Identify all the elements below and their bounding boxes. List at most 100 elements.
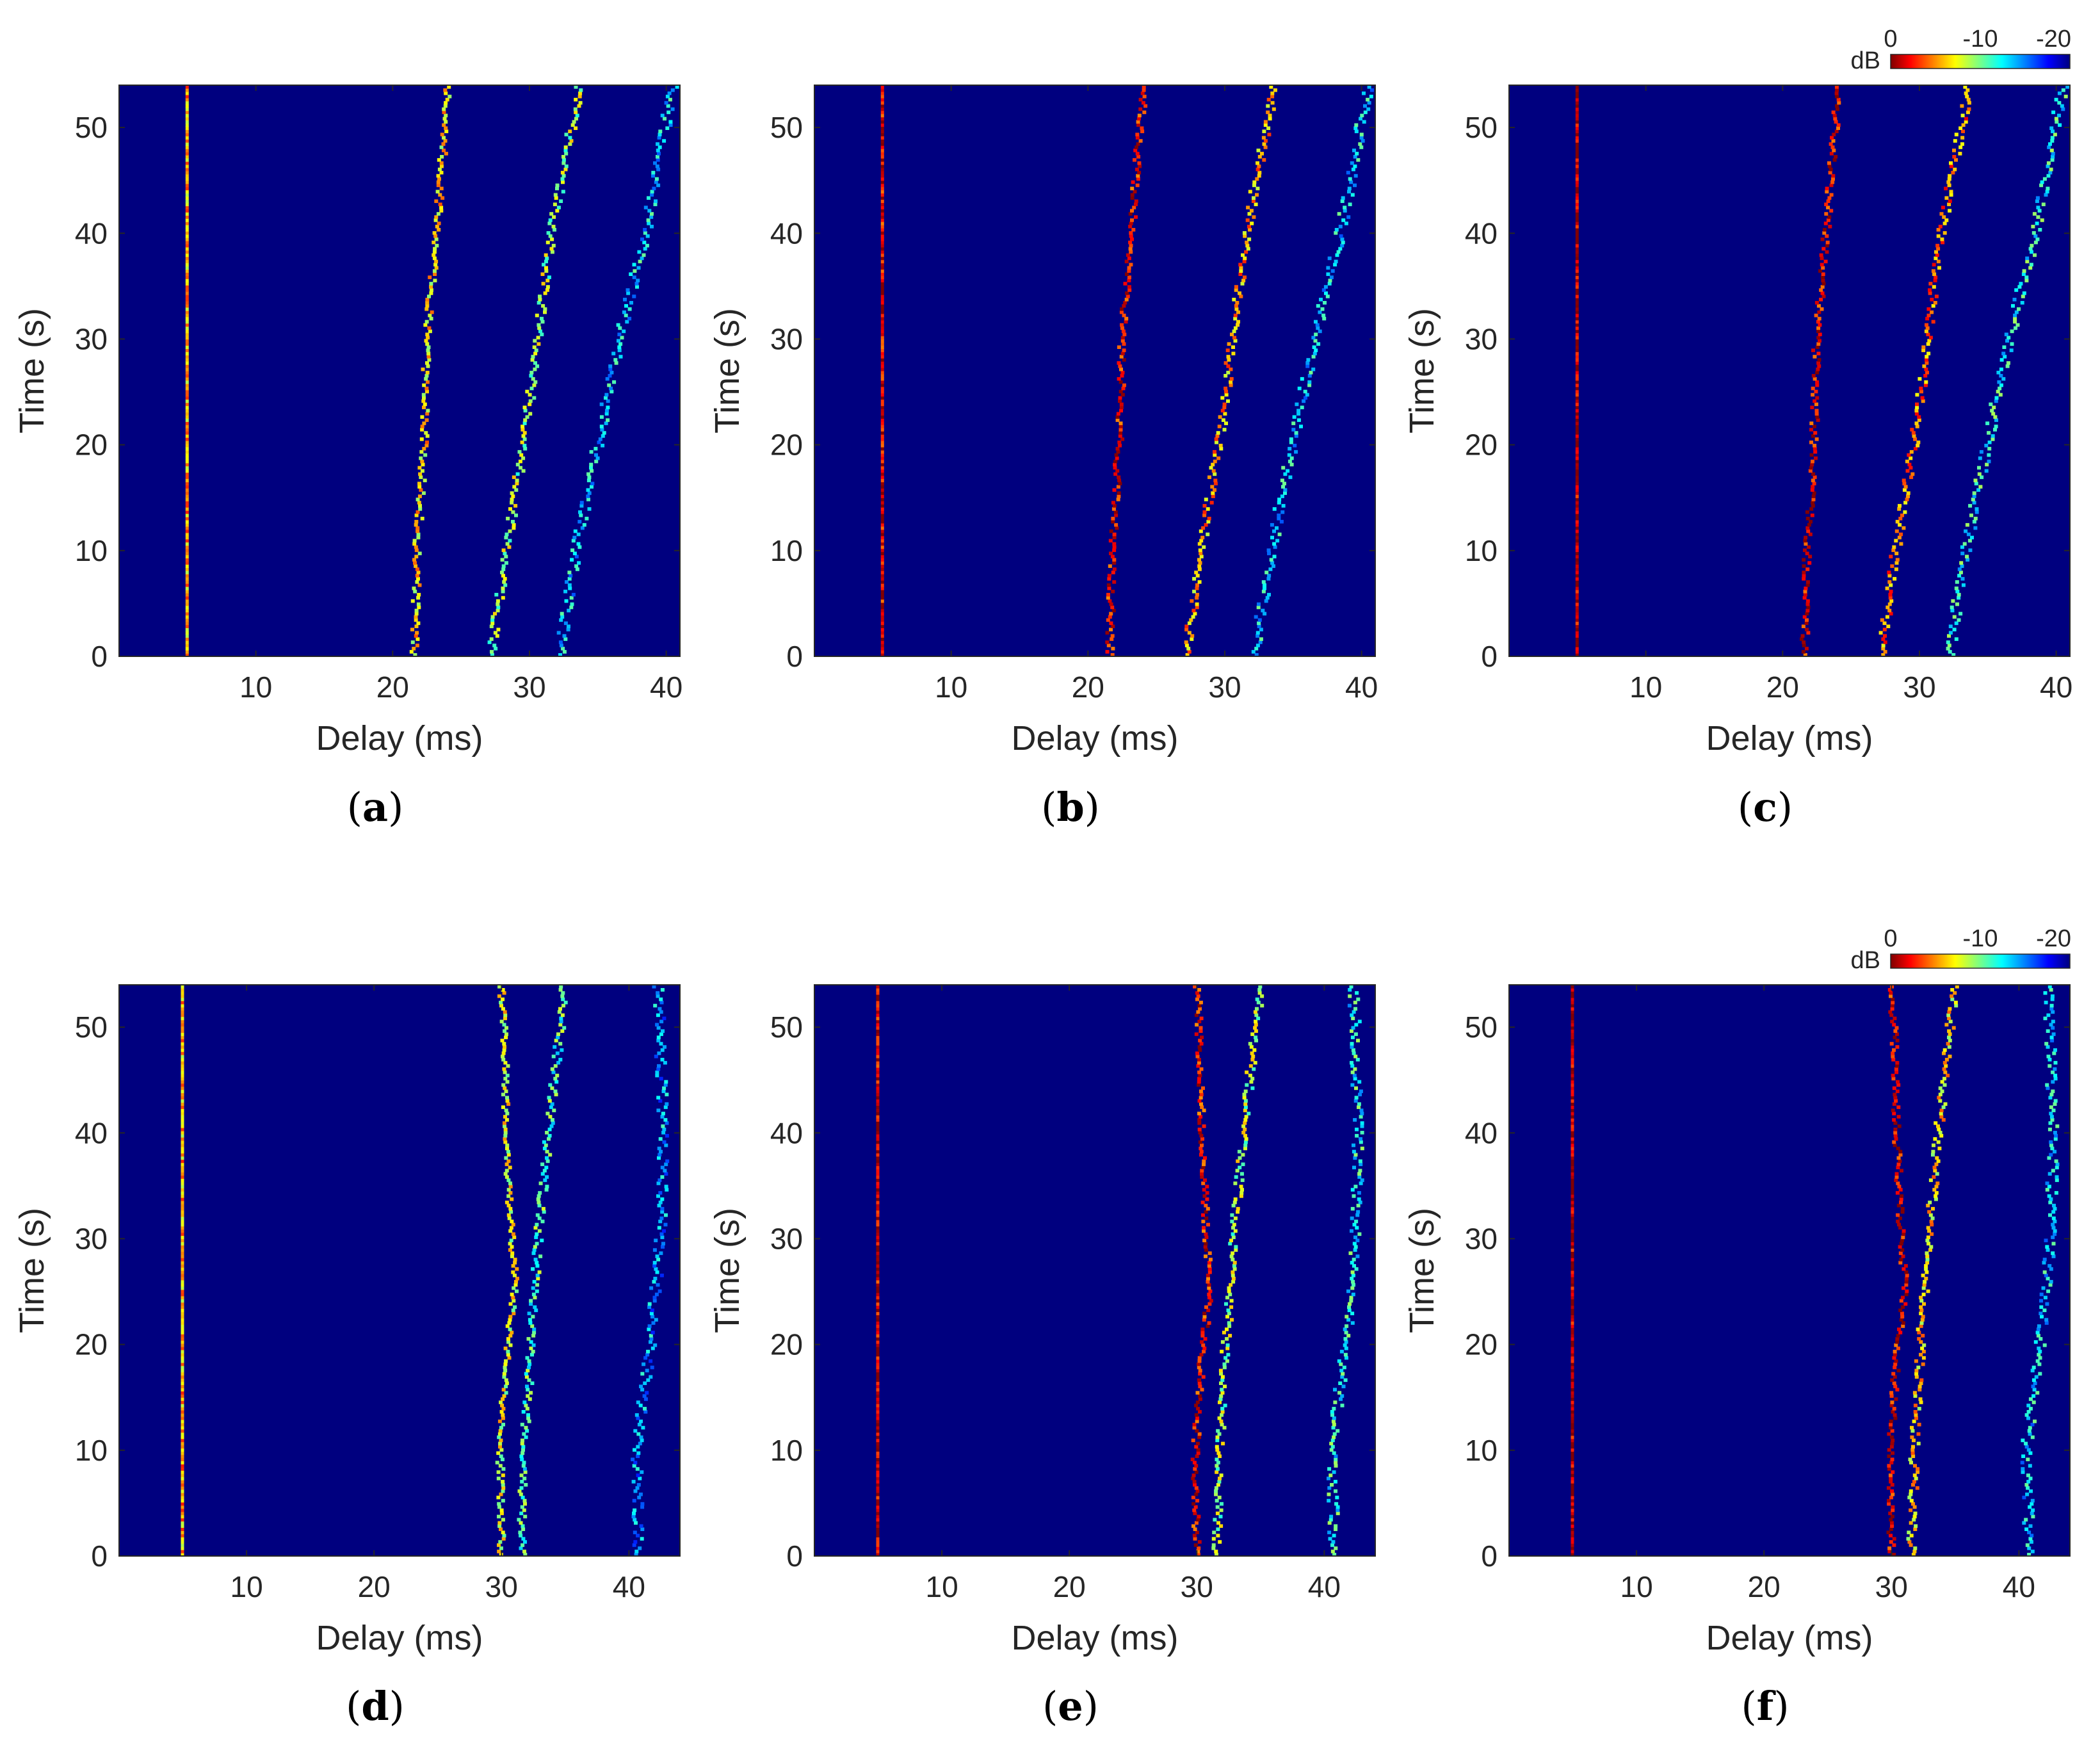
delay-path-cell xyxy=(1949,193,1953,197)
delay-path-cell xyxy=(181,1543,184,1547)
delay-path-cell xyxy=(1202,545,1206,549)
delay-path-cell xyxy=(541,304,545,308)
delay-path-cell xyxy=(181,1438,184,1443)
delay-path-cell xyxy=(1896,1368,1901,1373)
delay-path-cell xyxy=(1994,396,1999,400)
delay-path-cell xyxy=(1224,389,1228,394)
delay-path-cell xyxy=(1571,1495,1574,1500)
delay-path-cell xyxy=(1346,215,1351,219)
delay-path-cell xyxy=(434,215,439,219)
delay-path-cell xyxy=(1241,1131,1246,1135)
delay-path-cell xyxy=(1195,1416,1200,1420)
delay-path-cell xyxy=(1330,1543,1334,1547)
delay-path-cell xyxy=(1116,450,1120,454)
delay-path-cell xyxy=(1950,605,1954,610)
delay-path-cell xyxy=(880,256,884,261)
delay-path-cell xyxy=(1192,577,1197,581)
delay-path-cell xyxy=(1896,1083,1901,1087)
delay-path-cell xyxy=(1203,1337,1208,1341)
delay-path-cell xyxy=(1355,1238,1360,1242)
delay-path-cell xyxy=(1571,1432,1574,1436)
delay-path-cell xyxy=(880,637,884,641)
delay-path-cell xyxy=(553,1089,558,1094)
delay-path-cell xyxy=(1209,466,1213,470)
delay-path-cell xyxy=(181,1530,184,1534)
delay-path-cell xyxy=(876,1118,880,1122)
delay-path-cell xyxy=(1928,1213,1933,1217)
delay-path-cell xyxy=(1824,212,1829,216)
delay-path-cell xyxy=(419,475,423,480)
delay-path-cell xyxy=(181,1229,184,1233)
delay-path-cell xyxy=(1571,1349,1574,1354)
delay-path-cell xyxy=(880,526,884,530)
delay-path-cell xyxy=(1254,1013,1259,1017)
delay-path-cell xyxy=(1571,1505,1574,1509)
delay-path-cell xyxy=(1307,374,1312,378)
delay-path-cell xyxy=(2048,1201,2053,1204)
delay-path-cell xyxy=(545,240,550,245)
delay-path-cell xyxy=(1571,1270,1574,1274)
delay-path-cell xyxy=(1215,441,1218,444)
delay-path-cell xyxy=(1319,298,1323,302)
delay-path-cell xyxy=(1114,453,1119,457)
delay-path-cell xyxy=(880,310,884,314)
delay-path-cell xyxy=(1335,253,1339,257)
delay-path-cell xyxy=(659,1032,663,1036)
delay-path-cell xyxy=(1226,1308,1231,1313)
delay-path-cell xyxy=(181,1343,184,1347)
delay-path-cell xyxy=(508,1302,513,1306)
delay-path-cell xyxy=(876,1213,880,1217)
delay-path-cell xyxy=(1946,640,1950,644)
delay-path-cell xyxy=(1896,1146,1900,1151)
y-tick-label: 30 xyxy=(1465,322,1498,355)
delay-path-cell xyxy=(1894,1172,1899,1176)
delay-path-cell xyxy=(1916,1470,1920,1474)
delay-path-cell xyxy=(1199,1016,1204,1021)
delay-path-cell xyxy=(2049,1140,2053,1144)
delay-path-cell xyxy=(445,97,449,102)
delay-path-cell xyxy=(643,1407,647,1411)
delay-path-cell xyxy=(1117,491,1121,495)
delay-path-cell xyxy=(1216,1429,1220,1433)
delay-path-cell xyxy=(1220,1502,1224,1506)
delay-path-3 xyxy=(517,985,568,1557)
delay-path-cell xyxy=(412,587,416,590)
delay-path-cell xyxy=(1217,1432,1222,1436)
delay-path-cell xyxy=(1816,352,1821,355)
delay-path-cell xyxy=(880,421,884,425)
delay-path-cell xyxy=(526,1337,531,1341)
delay-path-cell xyxy=(1119,368,1123,371)
delay-path-cell xyxy=(1203,1156,1207,1160)
delay-path-cell xyxy=(1575,529,1579,533)
delay-path-cell xyxy=(2013,313,2017,318)
delay-path-cell xyxy=(1895,1340,1900,1344)
delay-path-cell xyxy=(2039,1299,2043,1303)
delay-path-cell xyxy=(568,142,572,146)
y-tick-label: 0 xyxy=(1481,640,1498,673)
delay-path-cell xyxy=(657,1064,661,1068)
delay-path-cell xyxy=(185,425,189,428)
delay-path-cell xyxy=(1353,1055,1358,1058)
delay-path-cell xyxy=(1912,1518,1916,1522)
delay-path-cell xyxy=(498,1441,503,1446)
delay-path-cell xyxy=(1353,1007,1357,1011)
delay-path-cell xyxy=(1575,209,1579,213)
delay-path-cell xyxy=(1966,110,1970,115)
delay-path-cell xyxy=(876,1511,880,1516)
delay-path-cell xyxy=(1242,259,1247,264)
delay-path-cell xyxy=(417,501,421,505)
delay-path-cell xyxy=(1204,1242,1208,1245)
delay-path-cell xyxy=(1948,1007,1952,1011)
delay-path-cell xyxy=(1575,202,1579,206)
delay-path-cell xyxy=(1575,589,1579,594)
delay-path-cell xyxy=(656,991,660,995)
delay-path-cell xyxy=(1896,1162,1901,1167)
y-tick-label: 20 xyxy=(770,1328,803,1361)
delay-path-cell xyxy=(548,234,553,238)
delay-path-cell xyxy=(1891,548,1896,553)
delay-path-cell xyxy=(1305,393,1309,397)
delay-path-cell xyxy=(1913,437,1918,441)
delay-path-cell xyxy=(185,380,189,384)
delay-path-cell xyxy=(1894,1343,1898,1347)
delay-path-cell xyxy=(1912,1480,1916,1484)
